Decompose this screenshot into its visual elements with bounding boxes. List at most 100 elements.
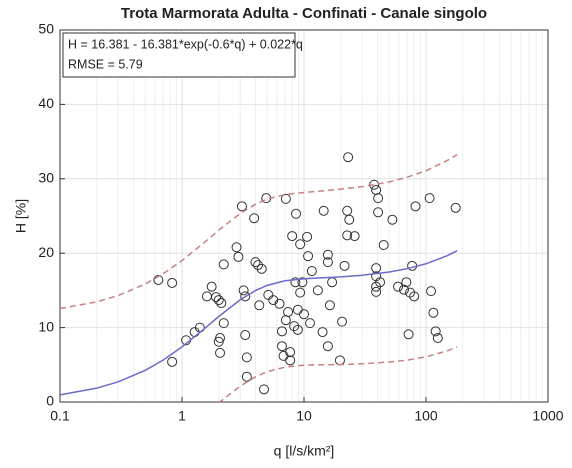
- data-point: [250, 257, 261, 268]
- data-point: [167, 277, 178, 288]
- data-point: [287, 231, 298, 242]
- data-point: [297, 277, 308, 288]
- data-point: [342, 230, 353, 241]
- confidence-band: [60, 154, 458, 310]
- data-point: [290, 277, 301, 288]
- data-point: [403, 329, 414, 340]
- data-point: [292, 324, 303, 335]
- data-point: [236, 201, 247, 212]
- data-point: [249, 213, 260, 224]
- data-point: [339, 260, 350, 271]
- data-point: [378, 240, 389, 251]
- x-tick-label: 10: [296, 408, 312, 424]
- y-tick-label: 10: [38, 318, 54, 334]
- data-point: [167, 356, 178, 367]
- x-tick-label: 0.1: [50, 408, 70, 424]
- plot-frame: [59, 29, 549, 403]
- data-point: [337, 316, 348, 327]
- y-tick-label: 50: [38, 21, 54, 37]
- data-point: [276, 341, 287, 352]
- data-point: [317, 327, 328, 338]
- y-tick-label: 20: [38, 244, 54, 260]
- data-point: [215, 347, 226, 358]
- data-point: [387, 214, 398, 225]
- data-point: [211, 292, 222, 303]
- data-point: [263, 289, 274, 300]
- data-point: [428, 307, 439, 318]
- data-point: [303, 251, 314, 262]
- data-point: [254, 300, 265, 311]
- data-point: [240, 330, 251, 341]
- data-point: [299, 309, 309, 320]
- data-point: [318, 205, 329, 216]
- data-point: [302, 231, 313, 242]
- data-point: [253, 260, 264, 271]
- data-point: [285, 355, 296, 366]
- data-point: [285, 347, 296, 358]
- data-point: [343, 152, 354, 163]
- confidence-band: [218, 345, 458, 402]
- data-point: [216, 298, 227, 309]
- data-point: [306, 266, 317, 277]
- data-point: [280, 193, 291, 204]
- annotation-box: [62, 32, 296, 78]
- x-tick-label: 1: [178, 408, 186, 424]
- data-point: [371, 263, 382, 274]
- y-tick-label: 0: [46, 393, 54, 409]
- data-point: [373, 207, 384, 218]
- data-point: [450, 202, 461, 213]
- data-point: [349, 231, 360, 242]
- data-point: [371, 286, 382, 297]
- annotation: H = 16.381 - 16.381*exp(-0.6*q) + 0.022*…: [68, 37, 303, 51]
- x-axis-label: q [l/s/km²]: [274, 443, 335, 459]
- data-point: [206, 281, 217, 292]
- data-point: [295, 239, 306, 250]
- data-point: [218, 259, 229, 270]
- data-point: [426, 286, 437, 297]
- data-point: [213, 295, 224, 306]
- data-point: [256, 263, 267, 274]
- data-point: [231, 242, 242, 253]
- data-point: [375, 277, 386, 288]
- data-point: [393, 281, 404, 292]
- chart-title: Trota Marmorata Adulta - Confinati - Can…: [121, 5, 487, 22]
- data-point: [240, 291, 251, 302]
- plot-area: [60, 152, 461, 402]
- data-point: [409, 291, 420, 302]
- data-point: [432, 333, 443, 344]
- y-axis-label: H [%]: [13, 199, 29, 233]
- data-point: [344, 214, 355, 225]
- data-point: [401, 277, 412, 288]
- data-point: [322, 249, 333, 260]
- annotation: RMSE = 5.79: [68, 57, 143, 71]
- data-point: [153, 274, 164, 285]
- data-point: [233, 251, 244, 262]
- data-point: [295, 287, 306, 298]
- data-point: [213, 336, 224, 347]
- data-point: [398, 284, 409, 295]
- y-tick-label: 30: [38, 170, 54, 186]
- data-point: [322, 257, 333, 268]
- data-point: [322, 341, 333, 352]
- data-point: [238, 285, 249, 296]
- data-point: [218, 318, 229, 329]
- data-point: [258, 384, 269, 395]
- data-point: [410, 201, 421, 212]
- data-point: [241, 352, 252, 363]
- data-point: [283, 306, 294, 317]
- data-point: [276, 326, 287, 337]
- fit-curve: [60, 250, 458, 396]
- data-point: [291, 208, 302, 219]
- data-point: [424, 193, 435, 204]
- data-point: [373, 193, 384, 204]
- data-point: [289, 321, 300, 332]
- y-tick-label: 40: [38, 95, 54, 111]
- data-point: [305, 318, 316, 329]
- data-point: [274, 298, 285, 309]
- data-point: [268, 295, 279, 306]
- x-tick-label: 1000: [532, 408, 563, 424]
- data-point: [312, 285, 323, 296]
- x-tick-label: 100: [414, 408, 438, 424]
